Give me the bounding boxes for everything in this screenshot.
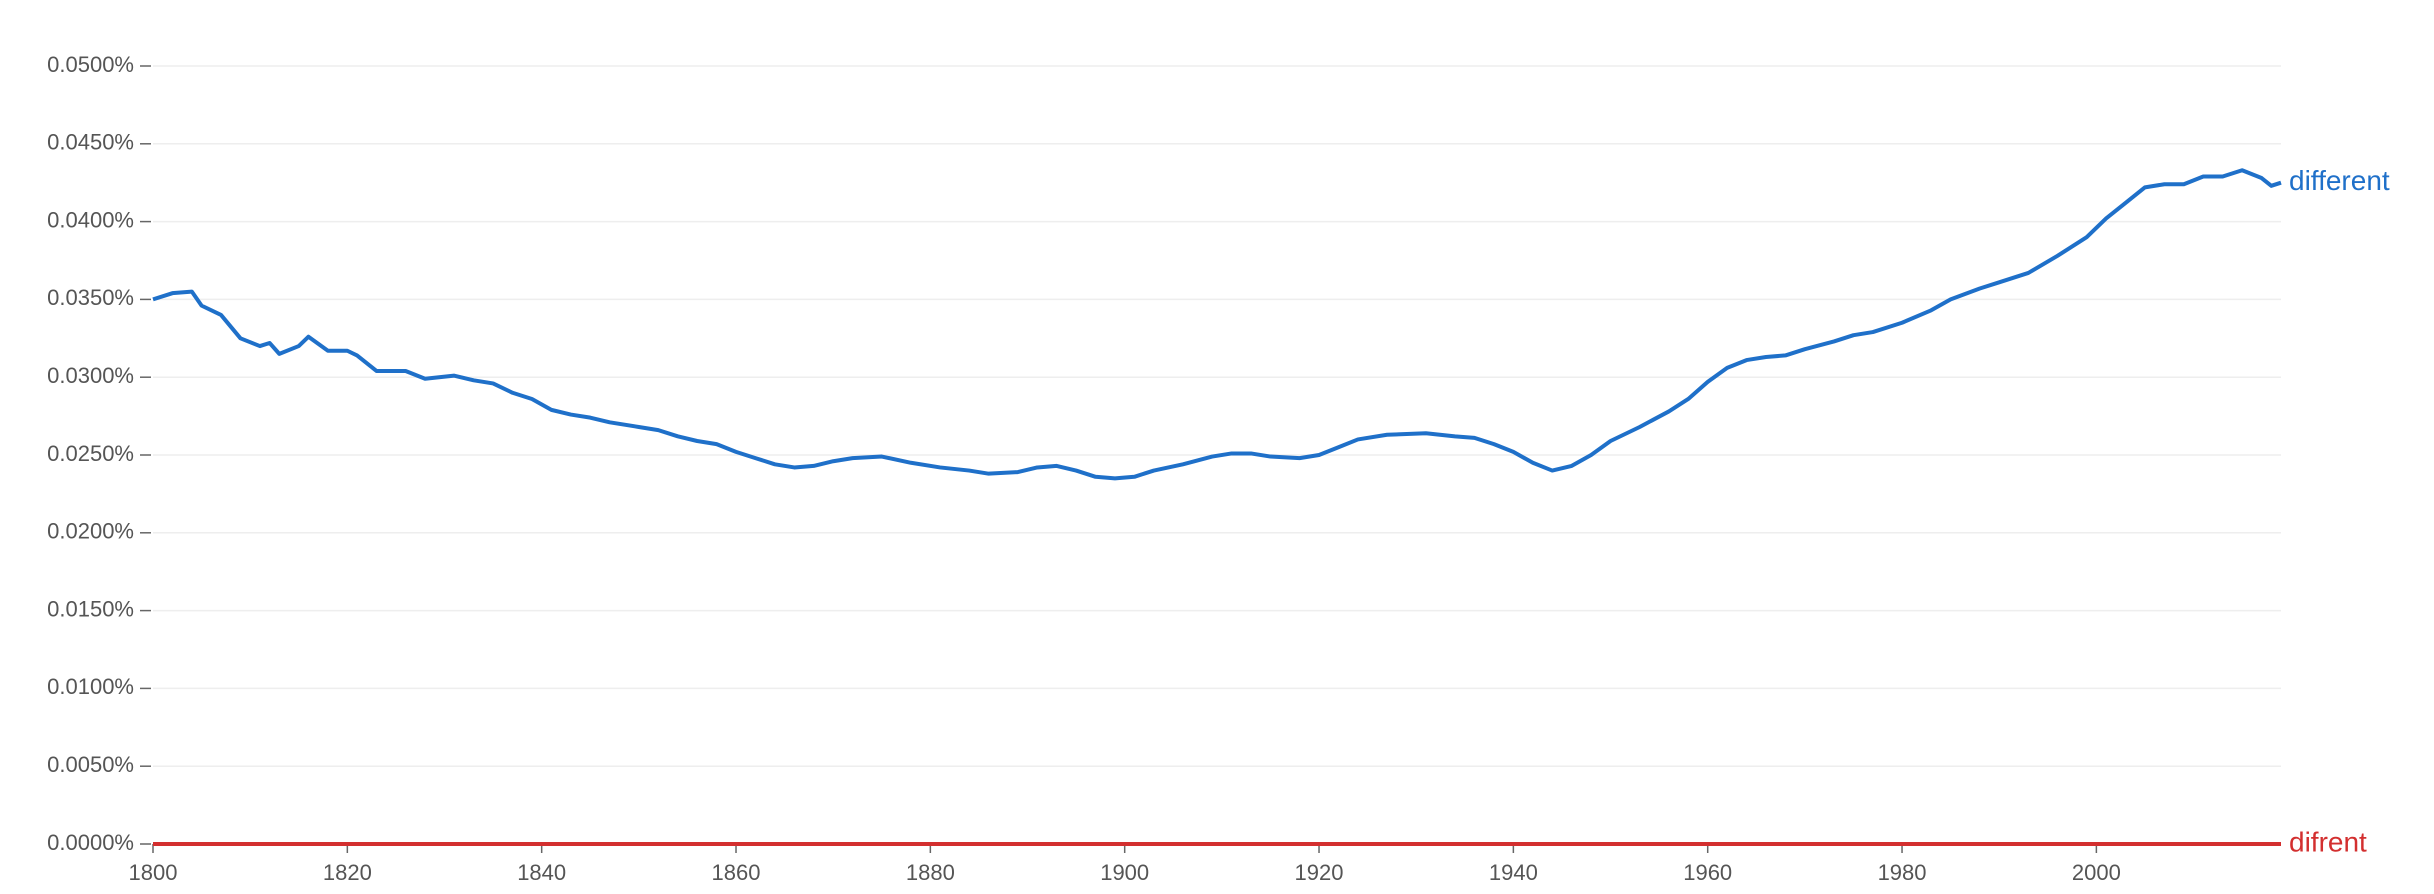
y-tick-label: 0.0300% [47,363,134,388]
y-tick-label: 0.0400% [47,207,134,232]
x-tick-label: 1880 [906,860,955,885]
x-tick-label: 1820 [323,860,372,885]
x-tick-label: 1840 [517,860,566,885]
y-tick-label: 0.0250% [47,441,134,466]
x-tick-label: 1860 [712,860,761,885]
x-tick-label: 1940 [1489,860,1538,885]
y-tick-label: 0.0150% [47,596,134,621]
y-tick-label: 0.0350% [47,285,134,310]
series-line [152,168,2282,481]
x-tick-label: 2000 [2072,860,2121,885]
x-tick-label: 1960 [1683,860,1732,885]
series-label: different [2289,165,2390,196]
y-tick-label: 0.0000% [47,830,134,855]
y-tick-label: 0.0200% [47,519,134,544]
series-label: difrent [2289,826,2367,857]
y-tick-label: 0.0050% [47,752,134,777]
y-tick-label: 0.0500% [47,52,134,77]
x-tick-label: 1980 [1878,860,1927,885]
x-tick-label: 1900 [1100,860,1149,885]
y-tick-label: 0.0450% [47,130,134,155]
x-tick-label: 1800 [129,860,178,885]
x-tick-label: 1920 [1295,860,1344,885]
y-tick-label: 0.0100% [47,674,134,699]
